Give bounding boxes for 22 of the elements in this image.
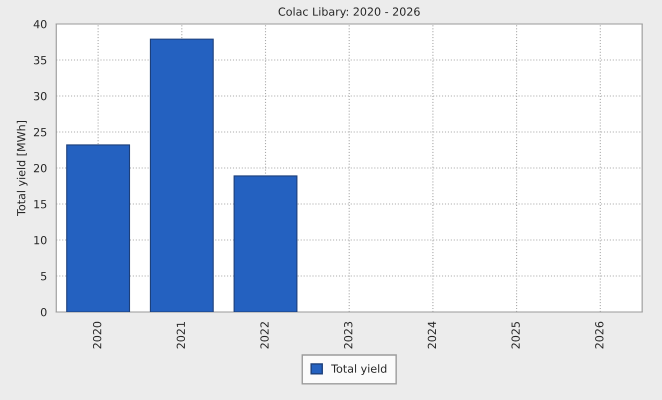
y-tick-label: 30: [34, 92, 47, 100]
x-tick-label: 2020: [92, 322, 102, 348]
y-tick-label: 20: [34, 164, 47, 172]
y-tick-label: 0: [40, 308, 47, 316]
y-tick-label: 15: [34, 200, 46, 208]
bar: [66, 144, 130, 312]
x-tick-label: 2022: [260, 322, 269, 348]
x-tick-label: 2024: [428, 322, 436, 348]
legend-label: Total yield: [331, 364, 386, 375]
bar: [234, 175, 298, 312]
bar: [150, 38, 214, 312]
x-tick-label: 2025: [511, 322, 520, 348]
x-tick-label: 2026: [595, 322, 604, 348]
x-tick-label: 2021: [176, 322, 186, 348]
x-tick-label: 2023: [344, 322, 352, 348]
y-tick-label: 10: [34, 236, 47, 244]
y-tick-label: 40: [34, 20, 47, 28]
y-tick-label: 5: [41, 272, 46, 280]
y-tick-label: 35: [34, 56, 46, 64]
y-axis-title: Total yield [MWh]: [16, 120, 28, 216]
chart-title: Colac Libary: 2020 - 2026: [278, 7, 420, 18]
y-tick-label: 25: [34, 128, 46, 136]
